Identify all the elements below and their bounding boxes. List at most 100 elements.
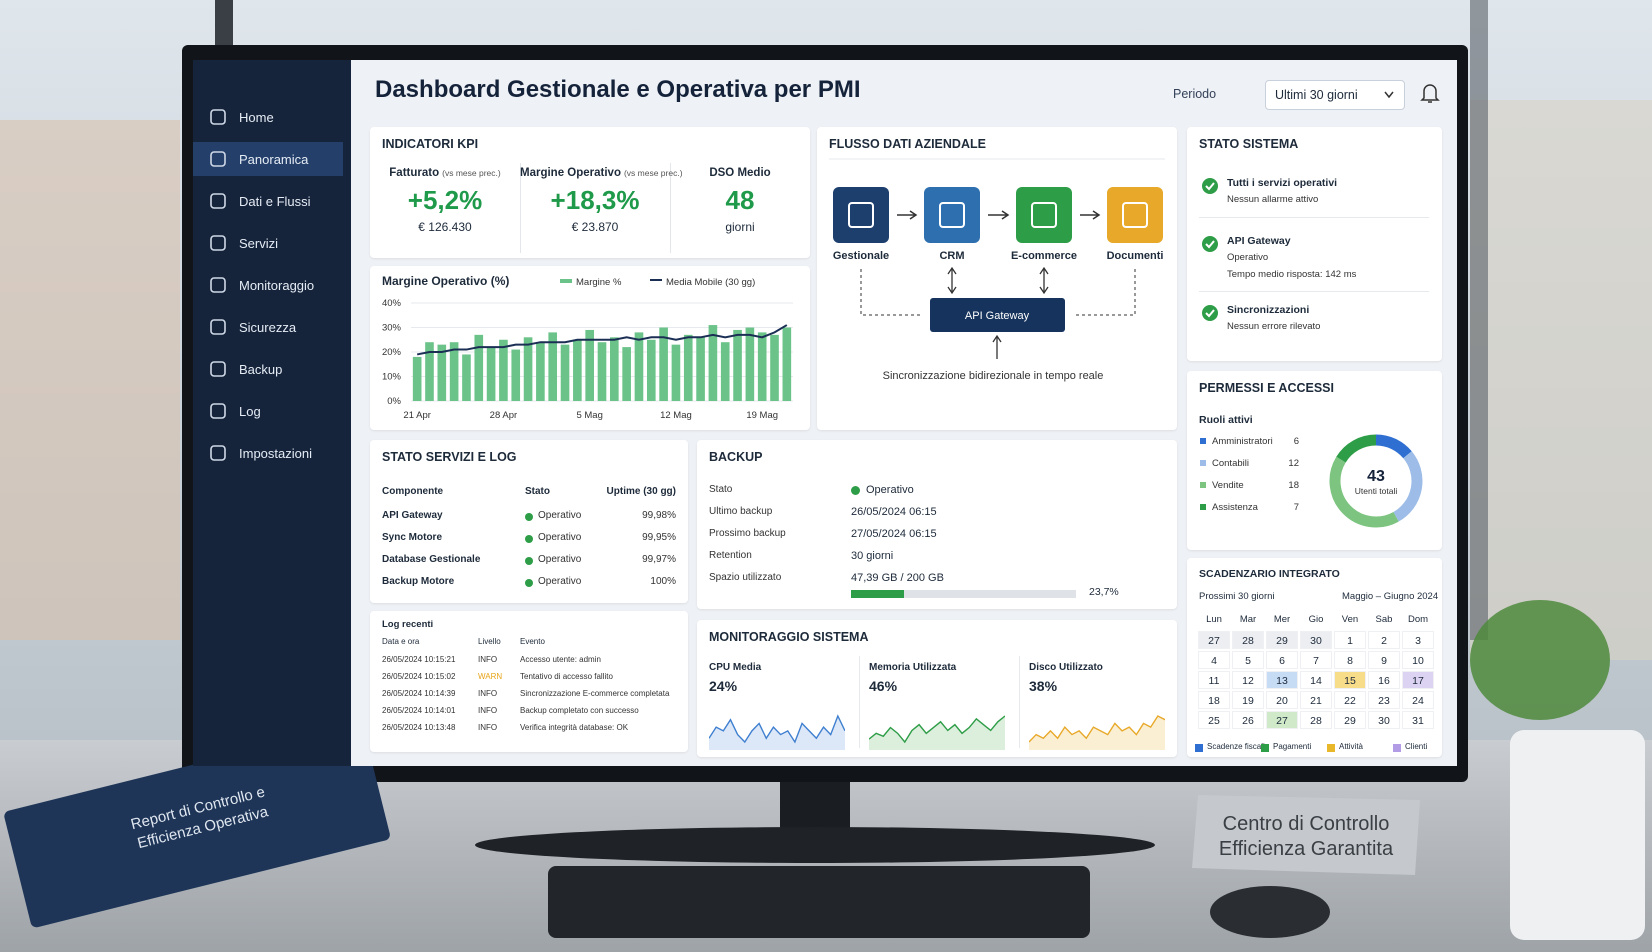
nav-item[interactable]: Impostazioni <box>193 436 343 470</box>
graphic <box>869 715 1005 750</box>
check-icon <box>1202 178 1218 194</box>
permissions-card: PERMESSI E ACCESSI Ruoli attivi Amministra… <box>1187 371 1442 550</box>
backup-key: Ultimo backup <box>709 506 773 517</box>
kpi-value: +18,3% <box>550 185 640 215</box>
calendar-day[interactable]: 22 <box>1334 691 1366 709</box>
calendar-day[interactable]: 14 <box>1300 671 1332 689</box>
calendar-day[interactable]: 25 <box>1198 711 1230 729</box>
calendar-day[interactable]: 4 <box>1198 651 1230 669</box>
calendar-day[interactable]: 29 <box>1334 711 1366 729</box>
nav-item[interactable]: Monitoraggio <box>193 268 343 302</box>
connector <box>1039 266 1049 295</box>
y-tick-label: 20% <box>382 347 402 358</box>
calendar-day[interactable]: 7 <box>1300 651 1332 669</box>
backup-key: Retention <box>709 550 752 561</box>
calendar-day[interactable]: 19 <box>1232 691 1264 709</box>
calendar-day[interactable]: 3 <box>1402 631 1434 649</box>
calendar-day[interactable]: 29 <box>1266 631 1298 649</box>
backup-key: Spazio utilizzato <box>709 572 782 583</box>
x-tick-label: 21 Apr <box>403 410 430 421</box>
bar <box>733 329 742 401</box>
calendar-day[interactable]: 5 <box>1232 651 1264 669</box>
calendar-day[interactable]: 8 <box>1334 651 1366 669</box>
log-cell: Verifica integrità database: OK <box>520 723 629 732</box>
graphic <box>709 714 845 750</box>
kpi-label-row: Fatturato (vs mese prec.) <box>370 167 520 179</box>
nav-item[interactable]: Log <box>193 394 343 428</box>
log-cell: Accesso utente: admin <box>520 655 601 664</box>
nav-item[interactable]: Panoramica <box>193 142 343 176</box>
node-icon <box>1031 202 1057 228</box>
calendar-day[interactable]: 30 <box>1300 631 1332 649</box>
log-cell: Sincronizzazione E-commerce completata <box>520 689 670 698</box>
graphic <box>210 109 226 125</box>
calendar-day[interactable]: 27 <box>1198 631 1230 649</box>
nav-item[interactable]: Dati e Flussi <box>193 184 343 218</box>
calendar-day[interactable]: 6 <box>1266 651 1298 669</box>
calendar-day[interactable]: 15 <box>1334 671 1366 689</box>
role-value: 7 <box>1294 502 1299 513</box>
calendar-day[interactable]: 20 <box>1266 691 1298 709</box>
metric-value: 46% <box>869 678 898 694</box>
log-cell: 26/05/2024 10:15:21 <box>382 655 456 664</box>
calendar-day[interactable]: 1 <box>1334 631 1366 649</box>
calendar-day[interactable]: 30 <box>1368 711 1400 729</box>
calendar-day[interactable]: 9 <box>1368 651 1400 669</box>
flow-node <box>833 187 889 243</box>
status-line: Nessun allarme attivo <box>1227 194 1319 205</box>
building <box>1470 100 1652 660</box>
status-title: Sincronizzazioni <box>1227 304 1310 316</box>
calendar-day[interactable]: 10 <box>1402 651 1434 669</box>
nav-icon <box>210 319 226 335</box>
chart-title: Margine Operativo (%) <box>382 274 509 288</box>
progress-track <box>851 590 1076 598</box>
nav-item[interactable]: Sicurezza <box>193 310 343 344</box>
calendar-day[interactable]: 27 <box>1266 711 1298 729</box>
name-plate: Centro di Controllo Efficienza Garantita <box>1192 795 1420 875</box>
backup-key: Stato <box>709 484 733 495</box>
calendar-day[interactable]: 16 <box>1368 671 1400 689</box>
status-line: Nessun errore rilevato <box>1227 321 1321 332</box>
calendar-day[interactable]: 28 <box>1232 631 1264 649</box>
kpi-value: 48 <box>725 185 755 215</box>
graphic <box>1384 91 1394 99</box>
calendar-day[interactable]: 23 <box>1368 691 1400 709</box>
status-title: API Gateway <box>1227 235 1291 247</box>
nav-label: Home <box>239 109 274 125</box>
weekday: Lun <box>1206 614 1222 625</box>
calendar-day[interactable]: 21 <box>1300 691 1332 709</box>
nav-label: Dati e Flussi <box>239 193 311 209</box>
backup-card: BACKUP Stato Operativo Ultimo backup 26/05/2… <box>697 440 1177 609</box>
bar <box>449 342 459 401</box>
backup-value: 47,39 GB / 200 GB <box>851 572 944 584</box>
calendar-day[interactable]: 13 <box>1266 671 1298 689</box>
period-select[interactable]: Ultimi 30 giorni <box>1265 80 1405 110</box>
calendar-day[interactable]: 26 <box>1232 711 1264 729</box>
nav-item[interactable]: Backup <box>193 352 343 386</box>
x-tick-label: 19 Mag <box>746 410 778 421</box>
status-line: Operativo <box>1227 252 1269 263</box>
calendar-day[interactable]: 11 <box>1198 671 1230 689</box>
calendar-day[interactable]: 28 <box>1300 711 1332 729</box>
bar <box>437 344 447 401</box>
check-mark <box>1205 240 1215 249</box>
bar <box>610 337 619 401</box>
flow-node <box>1016 187 1072 243</box>
calendar-day[interactable]: 18 <box>1198 691 1230 709</box>
card-title: PERMESSI E ACCESSI <box>1199 381 1334 395</box>
cell: 99,97% <box>642 554 676 565</box>
graphic <box>210 151 226 167</box>
role-value: 18 <box>1288 480 1299 491</box>
nav-item[interactable]: Servizi <box>193 226 343 260</box>
calendar-day[interactable]: 2 <box>1368 631 1400 649</box>
calendar-day[interactable]: 12 <box>1232 671 1264 689</box>
calendar-day[interactable]: 31 <box>1402 711 1434 729</box>
calendar-day[interactable]: 17 <box>1402 671 1434 689</box>
bar <box>745 327 755 401</box>
bar <box>757 332 767 401</box>
book-cover <box>4 723 390 928</box>
calendar-day[interactable]: 24 <box>1402 691 1434 709</box>
bar <box>536 342 545 401</box>
flow-caption: Sincronizzazione bidirezionale in tempo … <box>883 370 1104 382</box>
nav-item[interactable]: Home <box>193 100 343 134</box>
